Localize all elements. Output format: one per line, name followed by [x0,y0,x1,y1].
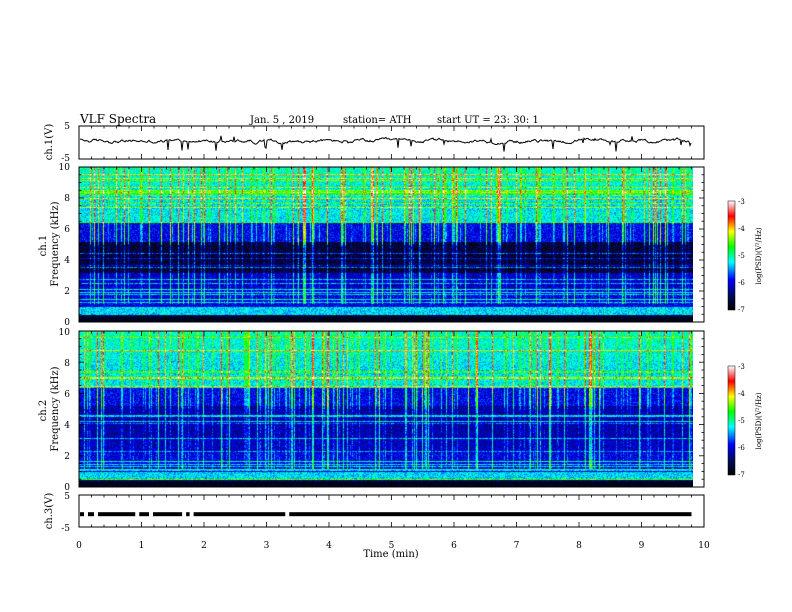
ch1-waveform-trace [79,135,692,152]
ch3-trace-segment [88,512,94,517]
ch2-ytick-10: 10 [59,328,71,338]
ch2-colorbar [727,365,736,476]
time-tick-label: 3 [264,541,270,551]
axis-tick-marks [78,126,705,527]
ch1-cb-tick-7: -7 [738,306,745,314]
ch2-spectrogram-yticks: 0 2 4 6 8 10 [59,328,71,493]
ch2-cb-tick-7: -7 [738,471,745,479]
time-tick-label: 9 [639,541,645,551]
time-tick-label: 7 [514,541,520,551]
ch3-ytick-top: 5 [64,492,70,502]
ch1-ytick-2: 2 [64,287,70,297]
ch2-spectrogram-image [79,331,693,487]
time-tick-label: 5 [389,541,395,551]
ch2-ytick-2: 2 [64,452,70,462]
ch1-ytick-bottom: -5 [61,154,70,164]
ch3-waveform-panel: 5 -5 ch.3(V) 0 1 2 3 4 5 6 7 8 9 10 Time (min) [44,492,710,560]
ch1-ylabel-frequency: Frequency (kHz) [50,201,61,286]
ch3-trace-segment [98,512,136,517]
ch1-waveform-ylabel: ch.1(V) [44,124,55,161]
ch3-waveform-ylabel: ch.3(V) [44,493,55,530]
date-label: Jan. 5 , 2019 [249,115,314,126]
ch2-ytick-0: 0 [64,483,70,493]
time-tick-label: 2 [201,541,207,551]
ch1-spectrogram-ylabel: ch.1 Frequency (kHz) [38,201,61,286]
ch3-waveform-trace [80,512,692,517]
ch2-spectrogram-image-holder [79,331,693,487]
ch2-cb-tick-5: -5 [738,417,745,425]
figure-title: VLF Spectra [79,112,156,126]
ch3-trace-segment [153,512,183,517]
ch1-ytick-4: 4 [64,256,70,266]
ch2-cb-tick-4: -4 [738,390,745,398]
ch1-cb-tick-6: -6 [738,279,745,287]
ch3-trace-segment [193,512,286,517]
ch2-cb-tick-6: -6 [738,444,745,452]
ch2-spectrogram-ylabel: ch.2 Frequency (kHz) [38,366,61,451]
ch1-ytick-top: 5 [64,122,70,132]
ch2-ytick-6: 6 [64,390,70,400]
ch1-spectrogram-image-holder [79,167,693,322]
ch1-waveform-panel: 5 -5 ch.1(V) [44,122,705,164]
ch1-ylabel-channel: ch.1 [38,235,49,257]
ch1-cb-tick-5: -5 [738,252,745,260]
ch2-ylabel-channel: ch.2 [38,400,49,422]
ch1-ytick-6: 6 [64,225,70,235]
ch1-spectrogram-yticks: 0 2 4 6 8 10 [59,163,71,328]
time-tick-label: 10 [698,541,710,551]
ch1-colorbar-label: log(PSD)(V²/Hz) [755,227,763,284]
ch1-spectrogram-panel: 0 2 4 6 8 10 ch.1 Frequency (kHz) -3 -4 … [38,163,763,328]
ch2-ytick-8: 8 [64,359,70,369]
time-tick-label: 8 [576,541,582,551]
ch2-spectrogram-panel: 0 2 4 6 8 10 ch.2 Frequency (kHz) -3 -4 … [38,328,763,493]
start-time-label: start UT = 23: 30: 1 [437,115,539,126]
time-axis-tick-labels: 0 1 2 3 4 5 6 7 8 9 10 [76,541,710,551]
ch1-ytick-0: 0 [64,318,70,328]
ch3-ytick-bottom: -5 [61,524,70,534]
ch3-trace-segment [139,512,149,517]
time-tick-label: 4 [326,541,332,551]
ch1-cb-tick-3: -3 [738,198,745,206]
time-tick-label: 6 [451,541,457,551]
ch3-trace-segment [289,512,692,517]
time-tick-label: 1 [139,541,145,551]
ch2-ytick-4: 4 [64,421,70,431]
ch1-spectrogram-image [79,167,693,322]
ch1-cb-tick-4: -4 [738,225,745,233]
ch1-ytick-8: 8 [64,194,70,204]
ch1-colorbar [727,200,736,311]
time-axis-label: Time (min) [363,549,418,560]
time-tick-label: 0 [76,541,82,551]
ch3-trace-segment [80,512,84,517]
ch2-cb-tick-3: -3 [738,363,745,371]
ch2-colorbar-label: log(PSD)(V²/Hz) [755,392,763,449]
ch2-ylabel-frequency: Frequency (kHz) [50,366,61,451]
ch1-ytick-10: 10 [59,163,71,173]
ch3-trace-segment [186,512,190,517]
station-label: station= ATH [343,115,412,126]
